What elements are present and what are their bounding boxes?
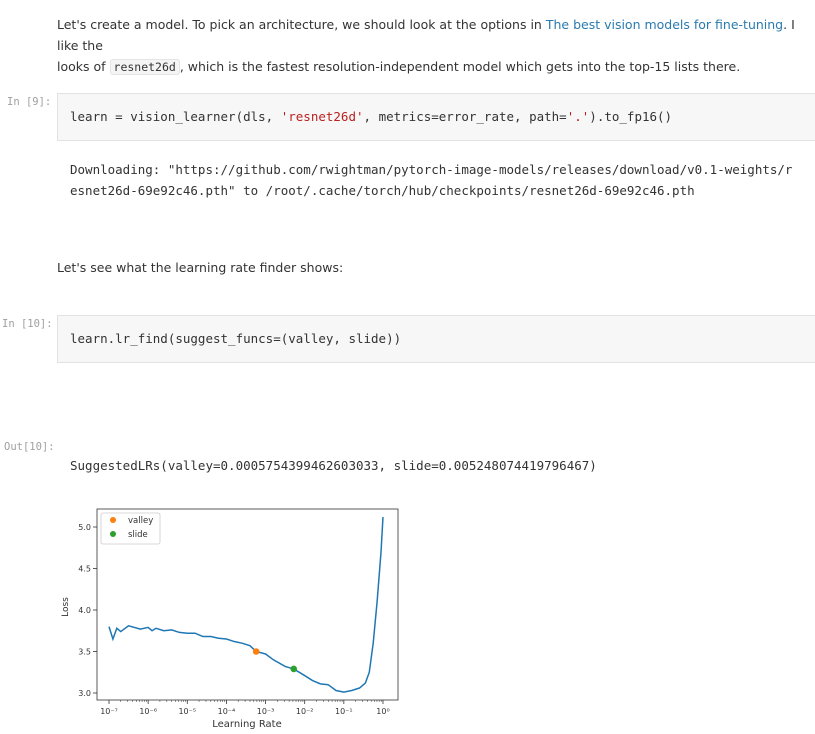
x-tick-label: 10⁰ <box>376 707 389 716</box>
x-tick-label: 10⁻³ <box>257 707 275 716</box>
y-tick-label: 3.0 <box>78 689 91 698</box>
y-tick-label: 5.0 <box>78 523 91 532</box>
code-cell-9[interactable]: learn = vision_learner(dls, 'resnet26d',… <box>57 93 815 141</box>
y-axis-label: Loss <box>61 597 71 617</box>
legend-slide-marker <box>110 531 116 537</box>
x-tick-label: 10⁻⁵ <box>178 707 196 716</box>
output-line: Downloading: "https://github.com/rwightm… <box>70 162 793 177</box>
valley-point <box>252 648 260 655</box>
code-text[interactable]: learn.lr_find(suggest_funcs=(valley, sli… <box>70 331 402 346</box>
code-part: ).to_fp16() <box>589 109 673 124</box>
suggested-lrs-output: SuggestedLRs(valley=0.000575439946260303… <box>70 458 597 473</box>
intro-text-2: . I like the <box>57 17 795 53</box>
code-cell-10[interactable]: learn.lr_find(suggest_funcs=(valley, sli… <box>57 315 815 363</box>
intro-text-4: , which is the fastest resolution-indepe… <box>179 59 741 74</box>
download-output: Downloading: "https://github.com/rwightm… <box>70 159 792 201</box>
loss-line <box>108 516 384 693</box>
inline-code: resnet26d <box>109 59 180 75</box>
markdown-lr-finder: Let's see what the learning rate finder … <box>57 260 344 275</box>
code-part: learn = vision_learner(dls, <box>70 109 281 124</box>
legend: valley slide <box>100 512 161 545</box>
legend-valley-marker <box>110 517 116 523</box>
intro-text-3: looks of <box>57 59 110 74</box>
y-tick-label: 3.5 <box>78 648 91 657</box>
x-axis-label: Learning Rate <box>212 719 282 730</box>
slide-point <box>290 665 298 673</box>
x-tick-label: 10⁻⁶ <box>139 707 157 716</box>
code-text[interactable]: learn = vision_learner(dls, 'resnet26d',… <box>70 109 672 124</box>
legend-slide: slide <box>128 530 148 540</box>
lr-finder-chart: 10⁻⁷ 10⁻⁶ 10⁻⁵ 10⁻⁴ 10⁻³ 10⁻² 10⁻¹ 10⁰ 3.0 3.5 4.0… <box>61 508 399 730</box>
y-tick-label: 4.5 <box>78 565 91 574</box>
output-line: esnet26d-69e92c46.pth" to /root/.cache/t… <box>70 183 695 198</box>
output-prompt-10: Out[10]: <box>4 441 55 453</box>
intro-text: Let's create a model. To pick an archite… <box>57 17 546 32</box>
x-tick-label: 10⁻¹ <box>335 707 353 716</box>
input-prompt-9: In [9]: <box>7 96 52 108</box>
input-prompt-10: In [10]: <box>2 318 53 330</box>
code-part: , metrics=error_rate, path= <box>363 109 567 124</box>
legend-valley: valley <box>128 516 153 526</box>
x-tick-label: 10⁻⁷ <box>100 707 118 716</box>
x-tick-label: 10⁻² <box>296 707 314 716</box>
y-tick-label: 4.0 <box>78 606 91 615</box>
markdown-intro: Let's create a model. To pick an archite… <box>57 14 812 78</box>
best-vision-models-link[interactable]: The best vision models for fine-tuning <box>545 17 784 32</box>
code-string: '.' <box>566 109 590 124</box>
x-tick-label: 10⁻⁴ <box>218 707 236 716</box>
code-string: 'resnet26d' <box>280 109 364 124</box>
